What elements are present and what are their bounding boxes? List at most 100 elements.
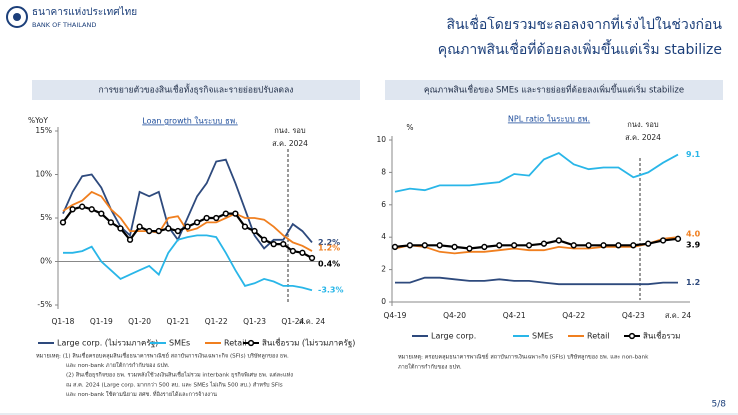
series-line — [395, 276, 678, 286]
point — [289, 247, 296, 255]
chart-subtitle: NPL ratio ในระบบ ธพ. — [508, 115, 590, 124]
x-tick-label: Q4-19 — [384, 311, 407, 320]
x-tick-label: Q1-23 — [243, 317, 266, 326]
point — [126, 236, 134, 243]
series-line — [394, 151, 679, 193]
y-tick-label: 0% — [40, 257, 52, 266]
point — [251, 227, 258, 235]
point — [659, 237, 667, 244]
y-tick-label: 2 — [381, 265, 386, 274]
y-tick-label: 10% — [35, 170, 52, 179]
point — [146, 227, 153, 235]
end-label: -3.3% — [318, 286, 344, 295]
y-tick-label: 10 — [376, 135, 386, 144]
org-name: ธนาคารแห่งประเทศไทย — [32, 6, 137, 18]
chart-subtitle: Loan growth ในระบบ ธพ. — [142, 117, 237, 126]
annotation: กนง. รอบ — [627, 120, 659, 129]
point — [525, 242, 533, 249]
point — [241, 223, 249, 230]
end-label: 9.1 — [686, 150, 701, 159]
point — [107, 219, 115, 226]
org-name-en: BANK OF THAILAND — [32, 21, 96, 29]
point — [570, 242, 577, 249]
point — [421, 242, 428, 249]
point — [88, 206, 95, 213]
end-label: 4.0 — [686, 230, 701, 239]
point — [466, 245, 473, 252]
x-tick-label: Q4-23 — [622, 311, 645, 320]
x-tick-label: Q1-20 — [128, 317, 151, 326]
x-tick-label: Q1-21 — [166, 317, 189, 326]
note: ณ ส.ค. 2024 (Large corp. มากกว่า 500 ลบ.… — [66, 381, 283, 388]
point — [451, 243, 458, 251]
end-label: 0.4% — [318, 260, 340, 269]
slide-title: คุณภาพสินเชื่อที่ด้อยลงเพิ่มขึ้นแต่เริ่ม… — [438, 39, 722, 58]
point — [615, 242, 622, 249]
y-tick-label: 4 — [381, 232, 386, 241]
point — [270, 240, 277, 248]
legend-label: สินเชื่อรวม — [643, 330, 681, 341]
point — [79, 203, 86, 210]
point — [98, 210, 105, 217]
point — [203, 214, 210, 222]
point — [155, 227, 162, 235]
y-axis-label: % — [406, 123, 413, 132]
point — [280, 240, 287, 248]
point — [436, 242, 443, 249]
y-tick-label: 5% — [40, 213, 52, 222]
point — [511, 242, 518, 249]
point — [165, 225, 172, 232]
x-tick-label: ส.ค. 24 — [299, 317, 326, 326]
note: (2) สินเชื่อธุรกิจของ ธพ. รวมหลังใช้วงเง… — [66, 371, 293, 379]
y-tick-label: 6 — [381, 200, 386, 209]
note: ภายใต้การกำกับของ ธปท. — [398, 364, 462, 371]
note: หมายเหตุ: (1) สินเชื่อครอบคลุมสินเชื่อธน… — [36, 352, 289, 360]
x-tick-label: Q1-22 — [205, 317, 228, 326]
page-number: 5/8 — [712, 400, 727, 410]
point — [308, 254, 316, 262]
logo-core — [13, 13, 21, 21]
point — [117, 225, 124, 232]
point — [496, 242, 503, 249]
legend-label: Large corp. — [431, 332, 476, 341]
legend-label: Retail — [587, 332, 610, 341]
x-tick-label: Q1-24 — [281, 317, 304, 326]
end-label: 1.2 — [686, 278, 700, 287]
point — [481, 243, 488, 251]
point — [136, 223, 143, 230]
point — [406, 242, 414, 249]
y-tick-label: 8 — [381, 167, 386, 176]
legend-label: SMEs — [169, 339, 190, 348]
note: และ non-bank ใช้ตามนิยาม สศช. ที่อิงรายไ… — [66, 390, 217, 398]
x-tick-label: Q4-20 — [443, 311, 466, 320]
end-label: 1.2% — [318, 244, 340, 253]
y-tick-label: 15% — [35, 126, 52, 135]
point — [193, 219, 201, 226]
y-tick-label: 0 — [381, 297, 386, 306]
x-tick-label: Q4-22 — [562, 311, 585, 320]
point — [540, 240, 548, 247]
legend-label: สินเชื่อรวม (ไม่รวมภาครัฐ) — [262, 337, 355, 348]
annotation: กนง. รอบ — [274, 126, 306, 135]
point — [69, 206, 76, 213]
x-tick-label: Q4-21 — [503, 311, 526, 320]
x-tick-label: Q1-18 — [52, 317, 75, 326]
panel-heading: การขยายตัวของสินเชื่อทั้งธุรกิจและรายย่อ… — [99, 84, 294, 96]
point — [630, 242, 637, 249]
point — [213, 214, 220, 222]
panel-heading: คุณภาพสินเชื่อของ SMEs และรายย่อยที่ด้อย… — [424, 84, 684, 96]
panel-heading-bg — [32, 80, 360, 100]
y-tick-label: -5% — [37, 300, 52, 309]
point — [222, 210, 229, 217]
point — [59, 219, 67, 226]
legend-label: Large corp. (ไม่รวมภาครัฐ) — [57, 339, 158, 348]
point — [260, 236, 268, 243]
series-line — [62, 158, 313, 250]
panel-heading-bg — [385, 80, 723, 100]
point — [174, 227, 182, 235]
note: หมายเหตุ: ครอบคลุมธนาคารพาณิชย์ สถาบันกา… — [398, 353, 649, 361]
point — [645, 240, 652, 247]
series-line — [63, 234, 313, 292]
